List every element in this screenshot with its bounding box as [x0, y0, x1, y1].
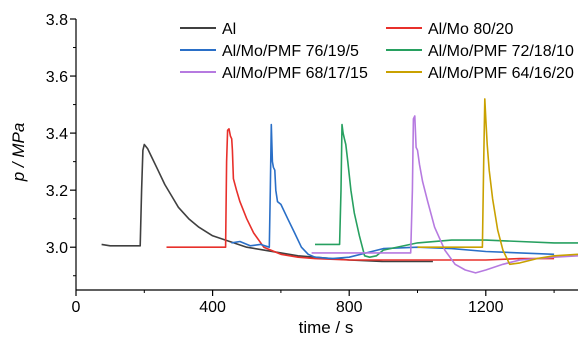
axes: 0 400 800 1200 3.0 3.2 3.4 3.6 3.8	[46, 12, 578, 316]
y-axis-label: p / MPa	[9, 123, 28, 183]
legend: Al Al/Mo 80/20 Al/Mo/PMF 76/19/5 Al/Mo/PMF …	[180, 21, 574, 82]
x-axis-label: time / s	[299, 318, 354, 337]
series-line-1	[166, 128, 555, 261]
legend-label: Al/Mo 80/20	[428, 21, 513, 38]
x-tick-label: 800	[336, 299, 363, 316]
series-line-4	[311, 115, 579, 274]
legend-item-0: Al	[180, 21, 236, 38]
legend-label: Al	[222, 21, 236, 38]
x-tick-label: 0	[72, 299, 81, 316]
legend-label: Al/Mo/PMF 72/18/10	[428, 43, 574, 60]
y-tick-label: 3.0	[46, 240, 68, 257]
legend-item-5: Al/Mo/PMF 64/16/20	[386, 65, 574, 82]
legend-item-3: Al/Mo/PMF 72/18/10	[386, 43, 574, 60]
y-tick-label: 3.4	[46, 126, 68, 143]
series-line-3	[315, 123, 578, 258]
legend-label: Al/Mo/PMF 76/19/5	[222, 43, 359, 60]
series-layer	[101, 98, 579, 274]
y-tick-label: 3.2	[46, 183, 68, 200]
y-tick-label: 3.8	[46, 12, 68, 29]
series-line-2	[231, 123, 555, 260]
legend-label: Al/Mo/PMF 64/16/20	[428, 65, 574, 82]
legend-item-4: Al/Mo/PMF 68/17/15	[180, 65, 368, 82]
x-tick-label: 1200	[468, 299, 504, 316]
legend-item-2: Al/Mo/PMF 76/19/5	[180, 43, 359, 60]
series-line-0	[101, 143, 433, 263]
legend-item-1: Al/Mo 80/20	[386, 21, 513, 38]
legend-label: Al/Mo/PMF 68/17/15	[222, 65, 368, 82]
x-tick-label: 400	[199, 299, 226, 316]
y-tick-label: 3.6	[46, 69, 68, 86]
series-line-5	[417, 98, 579, 266]
